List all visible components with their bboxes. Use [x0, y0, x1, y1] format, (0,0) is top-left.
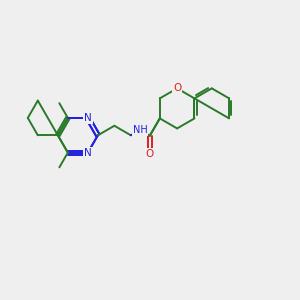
Text: O: O — [173, 83, 181, 93]
Text: N: N — [84, 113, 92, 123]
Text: NH: NH — [133, 125, 147, 135]
Text: N: N — [84, 148, 92, 158]
Text: N: N — [84, 113, 92, 123]
Text: N: N — [84, 148, 92, 158]
Text: O: O — [146, 149, 154, 159]
